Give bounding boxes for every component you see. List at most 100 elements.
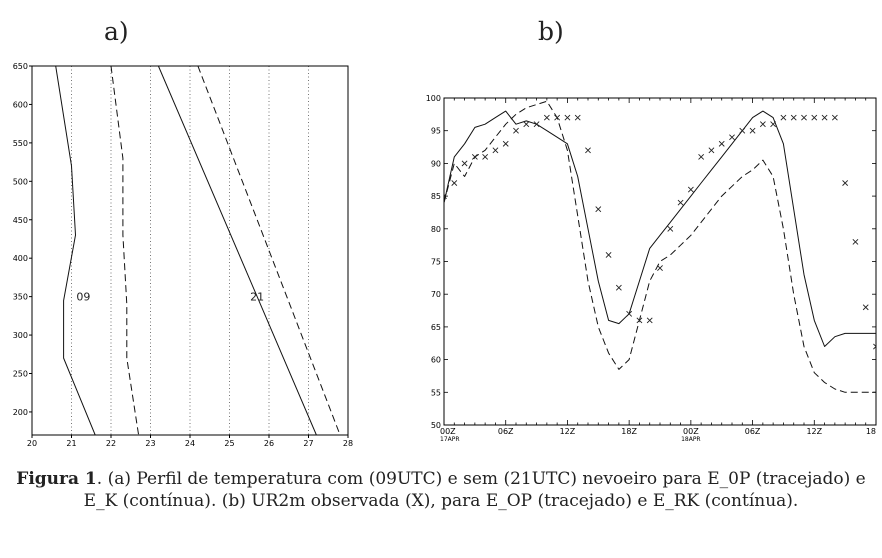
x-tick-label-12: 12Z: [560, 427, 576, 436]
profile-line-solid-3: [157, 66, 317, 435]
x-tick-label-27: 27: [303, 439, 313, 448]
y-tick-label-70: 70: [431, 290, 441, 299]
observed-marker-21: [657, 265, 663, 271]
panel-label-a: a): [104, 17, 129, 46]
observed-marker-23: [677, 199, 684, 206]
x-tick-label-28: 28: [343, 439, 353, 448]
y-tick-label-85: 85: [431, 192, 441, 201]
panel-label-b: b): [538, 17, 564, 46]
observed-marker-32: [770, 121, 777, 128]
x-tick-label-22: 22: [106, 439, 116, 448]
observed-marker-17: [615, 284, 622, 291]
x-tick-sublabel-24: 18APR: [681, 436, 701, 443]
observed-marker-4: [482, 153, 489, 160]
y-tick-label-550: 550: [13, 139, 28, 148]
y-tick-label-90: 90: [431, 159, 441, 168]
observed-marker-10: [543, 114, 550, 121]
x-tick-label-18: 18Z: [621, 427, 637, 436]
profile-line-dashed-2: [110, 66, 140, 435]
observed-marker-33: [780, 114, 787, 121]
observed-marker-24: [687, 186, 694, 193]
annotation-21: 21: [250, 291, 264, 304]
observed-marker-7: [513, 127, 519, 134]
observed-marker-9: [533, 121, 540, 128]
observed-marker-28: [729, 134, 735, 141]
y-tick-label-65: 65: [431, 323, 441, 332]
profile-line-dashed-4: [197, 66, 341, 435]
caption-label: Figura 1: [16, 469, 97, 489]
y-tick-label-600: 600: [13, 100, 28, 109]
x-tick-label-24: 24: [185, 439, 195, 448]
observed-marker-25: [698, 153, 705, 160]
plot-frame-a: [31, 65, 349, 436]
observed-marker-0: [444, 193, 447, 200]
observed-marker-35: [801, 114, 807, 121]
y-tick-label-55: 55: [431, 388, 441, 397]
observed-marker-2: [461, 160, 468, 167]
observed-marker-27: [718, 140, 725, 147]
y-tick-label-250: 250: [13, 370, 28, 379]
x-tick-label-26: 26: [264, 439, 274, 448]
y-tick-label-75: 75: [431, 258, 441, 267]
y-tick-label-400: 400: [13, 254, 28, 263]
x-tick-label-6: 06Z: [498, 427, 514, 436]
y-tick-label-350: 350: [13, 293, 28, 302]
x-tick-label-24: 00Z: [683, 427, 699, 436]
y-tick-label-200: 200: [13, 408, 28, 417]
observed-marker-11: [554, 114, 561, 121]
observed-marker-16: [605, 252, 612, 258]
observed-marker-40: [852, 238, 859, 245]
observed-marker-18: [626, 310, 633, 317]
rh-line-dashed-2: [444, 100, 876, 393]
x-tick-label-23: 23: [145, 439, 155, 448]
y-tick-label-60: 60: [431, 356, 441, 365]
x-tick-label-42: 18: [866, 427, 876, 436]
observed-marker-14: [585, 147, 591, 154]
annotation-09: 09: [76, 291, 90, 304]
y-tick-label-100: 100: [426, 94, 441, 103]
temperature-profile-chart: 20 21 22 23 24 25 26 27 28 200 250 300 350 400 450 500 5…: [13, 62, 353, 448]
x-tick-sublabel-0: 17APR: [440, 436, 460, 443]
x-tick-label-36: 12Z: [806, 427, 822, 436]
observed-marker-6: [502, 140, 509, 147]
x-tick-label-0: 00Z: [440, 427, 456, 436]
observed-marker-26: [708, 147, 715, 154]
observed-marker-19: [636, 317, 643, 324]
caption-text: . (a) Perfil de temperatura com (09UTC) …: [83, 469, 866, 511]
y-tick-label-500: 500: [13, 177, 28, 186]
figure-caption: Figura 1. (a) Perfil de temperatura com …: [8, 468, 874, 512]
observed-marker-36: [811, 114, 818, 121]
observed-marker-38: [831, 114, 838, 121]
y-tick-label-300: 300: [13, 331, 28, 340]
observed-marker-34: [790, 114, 797, 121]
x-tick-label-20: 20: [27, 439, 37, 448]
rh-line-solid-1: [444, 110, 876, 347]
observed-marker-31: [759, 121, 766, 128]
observed-marker-8: [523, 121, 530, 128]
y-tick-label-50: 50: [431, 421, 441, 430]
plot-frame-b: [443, 97, 877, 426]
y-tick-label-80: 80: [431, 225, 441, 234]
observed-marker-5: [492, 147, 499, 154]
observed-marker-3: [471, 153, 478, 160]
profile-line-solid-1: [55, 66, 96, 435]
observed-marker-37: [821, 114, 828, 121]
observed-marker-20: [646, 317, 653, 324]
observed-marker-22: [667, 225, 674, 232]
x-tick-label-30: 06Z: [745, 427, 761, 436]
observed-marker-13: [574, 114, 581, 121]
x-tick-label-25: 25: [224, 439, 234, 448]
y-tick-label-95: 95: [431, 127, 441, 136]
observed-marker-15: [595, 206, 602, 213]
observed-marker-1: [451, 180, 458, 186]
observed-marker-42: [873, 343, 876, 350]
observed-marker-41: [862, 304, 869, 311]
y-tick-label-450: 450: [13, 216, 28, 225]
observed-marker-39: [842, 180, 849, 186]
observed-marker-29: [739, 127, 746, 134]
x-tick-label-21: 21: [66, 439, 76, 448]
observed-marker-12: [564, 114, 571, 121]
y-tick-label-650: 650: [13, 62, 28, 71]
